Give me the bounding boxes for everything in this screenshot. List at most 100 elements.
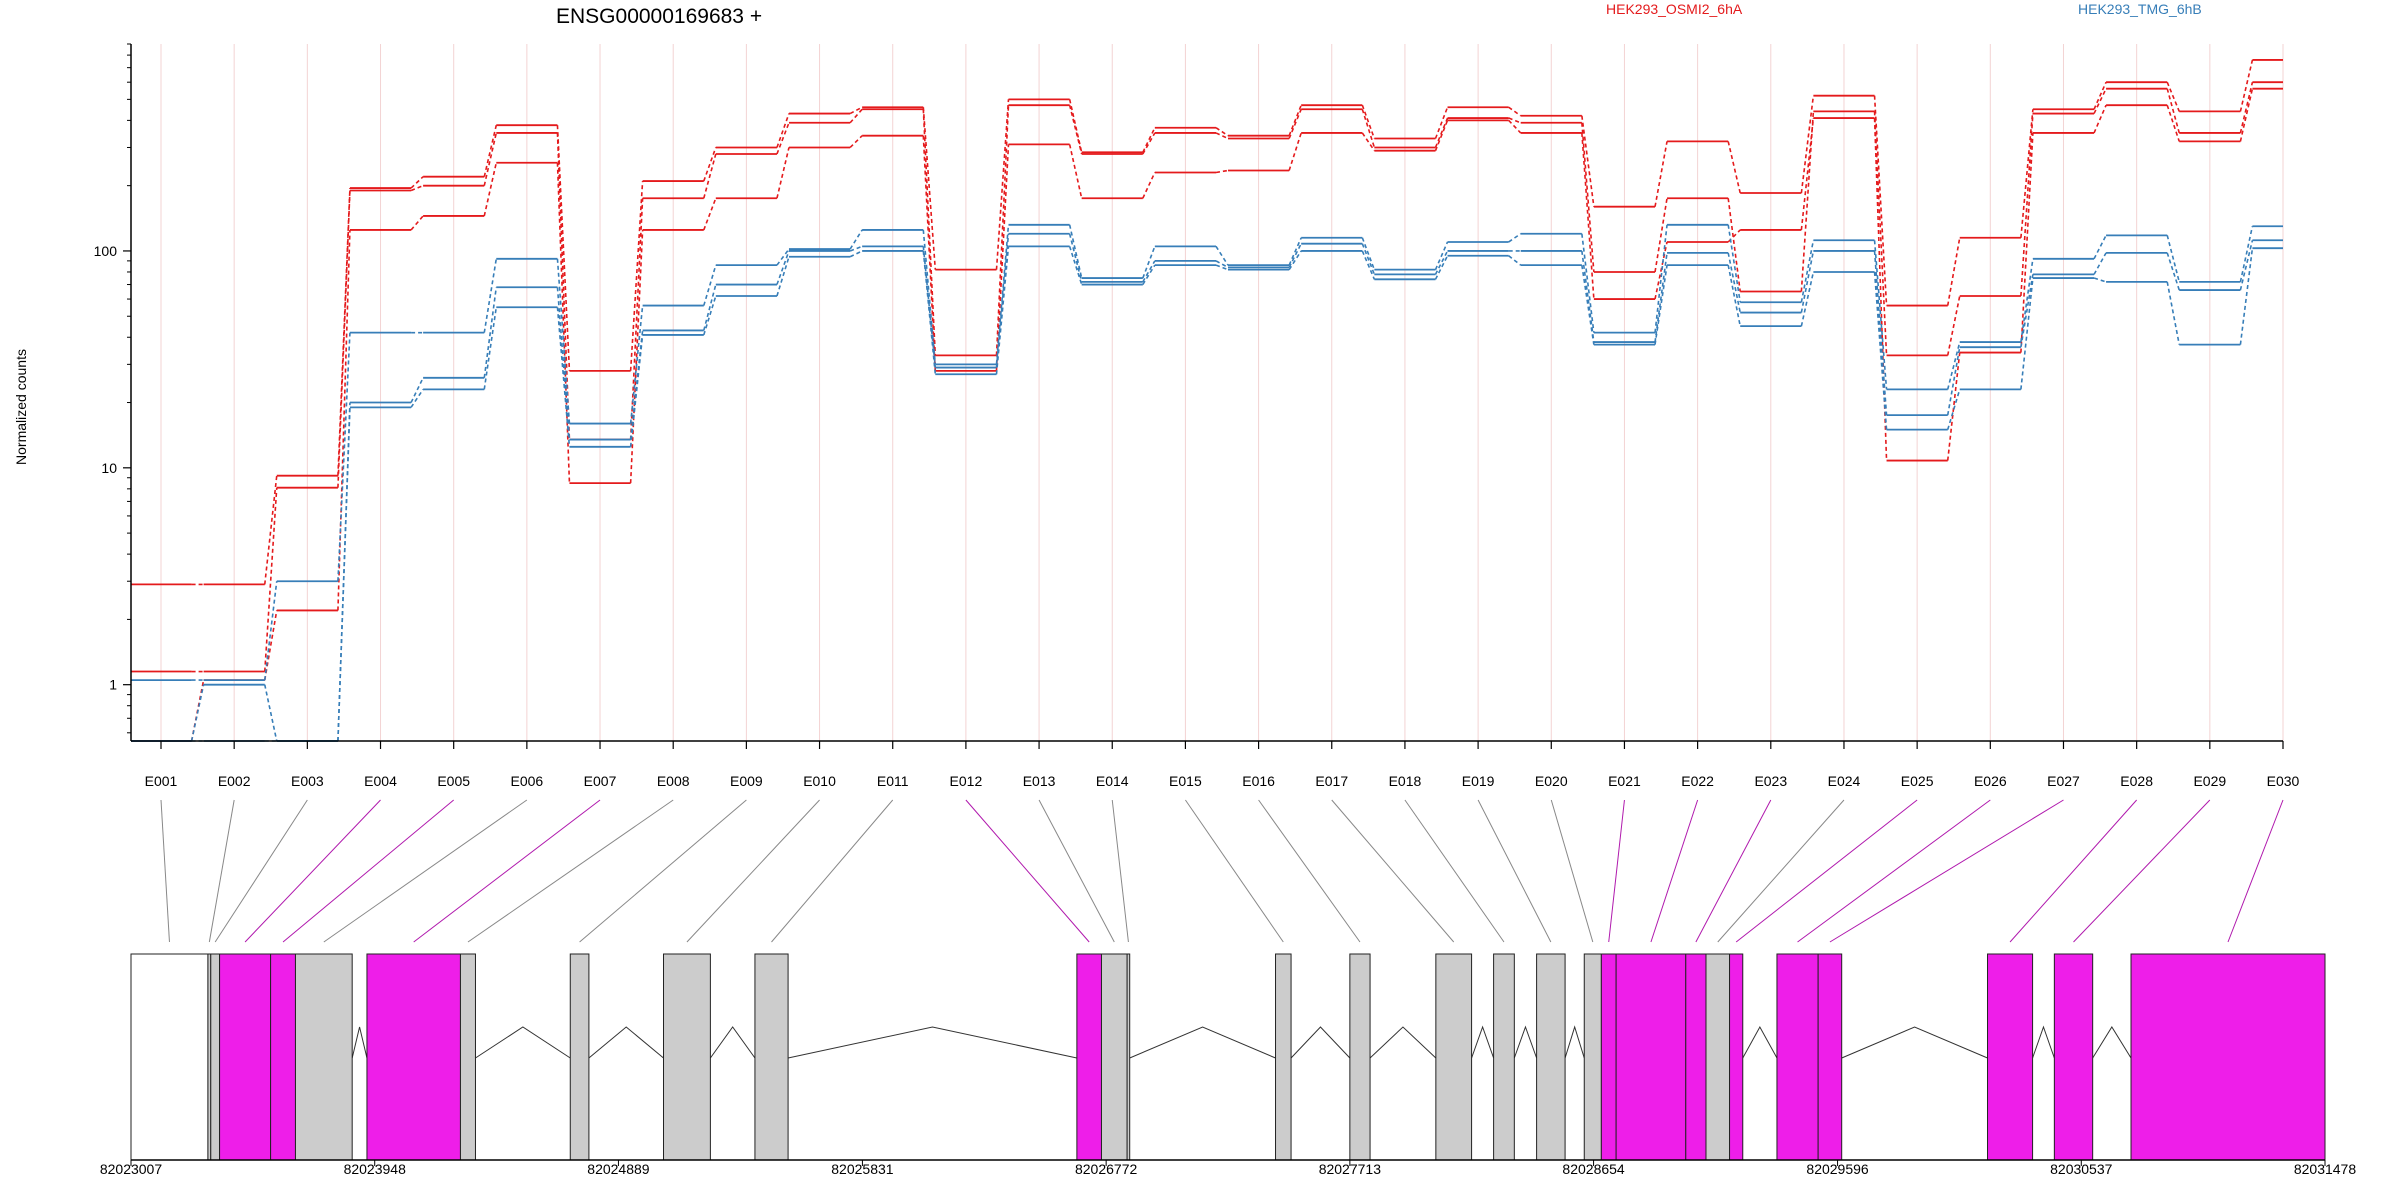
series-3-transition	[1654, 241, 1668, 300]
x-tick-label-e015: E015	[1169, 773, 1202, 789]
series-5-transition	[2239, 240, 2254, 291]
series-2-transition	[556, 132, 571, 440]
series-1-transition	[849, 106, 863, 115]
intron-e016	[1369, 1026, 1437, 1059]
x-tick-label-e002: E002	[218, 773, 251, 789]
intron-e008	[475, 1026, 571, 1059]
connector-e011	[771, 799, 894, 943]
connector-e020	[1550, 799, 1594, 943]
series-1-transition	[1288, 104, 1302, 136]
series-3-transition	[922, 135, 937, 371]
x-tick-label-e022: E022	[1681, 773, 1714, 789]
x-tick-label-e020: E020	[1535, 773, 1568, 789]
series-3-transition	[1873, 118, 1888, 461]
series-4-transition	[629, 305, 644, 424]
series-1-transition	[776, 113, 790, 148]
intron-e006	[351, 1026, 368, 1059]
series-4-transition	[703, 264, 717, 306]
intron-e014	[1129, 1026, 1276, 1059]
exon-e008	[459, 953, 476, 1161]
x-tick-label-e030: E030	[2267, 773, 2300, 789]
x-tick-label-e025: E025	[1901, 773, 1934, 789]
exon-e017	[1435, 953, 1473, 1161]
intron-e027	[1841, 1026, 1988, 1059]
connector-e029	[2073, 799, 2211, 943]
series-2-transition	[2166, 88, 2181, 134]
series-5-transition	[703, 284, 717, 331]
genomic-tick-label-82023948: 82023948	[344, 1161, 407, 1177]
series-2-transition	[1581, 122, 1595, 273]
series-2-transition	[1873, 111, 1888, 356]
intron-e017	[1471, 1025, 1495, 1059]
series-3-transition	[776, 147, 790, 199]
series-2-transition	[1727, 198, 1742, 292]
series-5-transition	[776, 250, 790, 285]
series-1-transition	[2239, 59, 2254, 112]
series-1-transition	[1215, 127, 1229, 137]
exon-e027	[1817, 953, 1843, 1161]
series-3-transition	[629, 229, 644, 484]
series-3-transition	[703, 197, 717, 231]
series-4-transition	[1727, 224, 1741, 303]
series-6-transition	[556, 307, 571, 447]
series-5-transition	[263, 684, 278, 742]
series-5-transition	[1727, 252, 1741, 313]
series-6-transition	[1288, 250, 1302, 271]
connector-e014	[1111, 799, 1129, 943]
exon-e004	[219, 953, 272, 1161]
exon-e015	[1275, 953, 1292, 1161]
series-1-transition	[1434, 106, 1449, 139]
series-1-transition	[922, 107, 937, 270]
series-6-transition	[1800, 271, 1815, 327]
series-2-transition	[629, 198, 644, 440]
genomic-tick-label-82027713: 82027713	[1319, 1161, 1382, 1177]
series-4-transition	[2166, 235, 2181, 283]
series-3-transition	[1215, 169, 1229, 174]
connector-e022	[1650, 799, 1699, 943]
connector-e026	[1797, 799, 1991, 943]
series-6-transition	[1654, 265, 1668, 345]
series-5-transition	[483, 287, 498, 378]
series-2-transition	[703, 153, 717, 199]
series-1-transition	[2020, 109, 2034, 238]
series-2-transition	[1800, 111, 1815, 292]
series-5-transition	[922, 246, 937, 368]
series-2-transition	[2093, 88, 2107, 114]
x-tick-label-e008: E008	[657, 773, 690, 789]
series-6-transition	[1946, 389, 1961, 430]
series-6-transition	[2166, 281, 2181, 345]
series-2-transition	[2239, 82, 2254, 134]
connector-e015	[1185, 799, 1284, 943]
series-1-transition	[1581, 115, 1595, 207]
x-tick-label-e013: E013	[1023, 773, 1056, 789]
series-1-transition	[410, 176, 424, 189]
series-5-transition	[1946, 347, 1961, 416]
series-5-transition	[1434, 250, 1449, 275]
exon-e026	[1776, 953, 1819, 1161]
series-3-transition	[2239, 88, 2254, 142]
series-4-transition	[2239, 226, 2254, 283]
series-3-transition	[1142, 172, 1156, 199]
series-2-transition	[1215, 132, 1229, 140]
series-5-transition	[410, 377, 424, 403]
exon-e005	[270, 953, 296, 1161]
series-6-transition	[1508, 255, 1522, 266]
series-1-transition	[556, 125, 571, 371]
series-1-transition	[1142, 127, 1156, 153]
x-tick-label-e023: E023	[1754, 773, 1787, 789]
series-6-transition	[995, 246, 1010, 375]
series-4-transition	[1068, 224, 1083, 279]
series-3-transition	[849, 135, 863, 149]
connector-e018	[1404, 799, 1505, 943]
genomic-tick-label-82024889: 82024889	[587, 1161, 650, 1177]
series-6-transition	[2093, 277, 2107, 283]
series-2-transition	[1434, 117, 1449, 148]
x-tick-label-e006: E006	[511, 773, 544, 789]
series-2-transition	[776, 122, 790, 155]
series-1-transition	[1873, 95, 1888, 306]
series-6-transition	[1727, 264, 1741, 327]
exon-e007	[366, 953, 461, 1161]
series-2-transition	[1068, 104, 1083, 155]
series-5-transition	[1581, 250, 1595, 343]
series-4-transition	[922, 229, 937, 365]
